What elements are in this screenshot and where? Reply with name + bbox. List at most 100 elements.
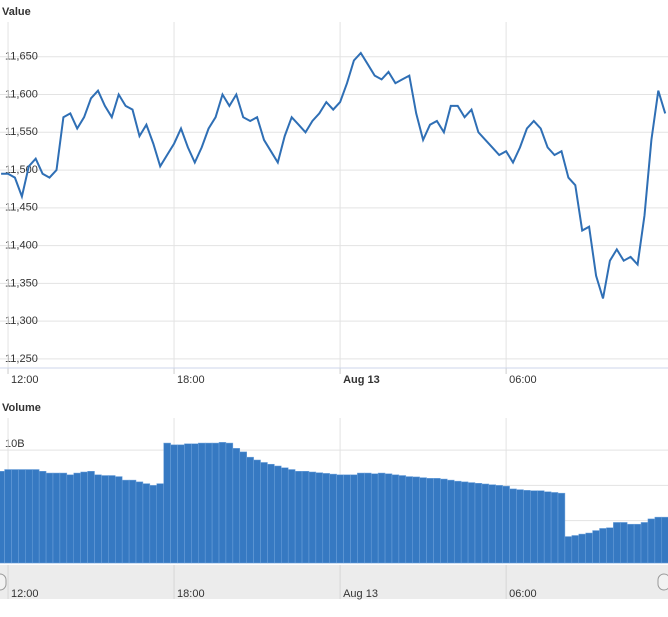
volume-bar <box>578 533 586 564</box>
volume-bar <box>239 451 247 564</box>
navigator-label: 06:00 <box>509 588 537 600</box>
x-tick-label: 12:00 <box>11 374 39 386</box>
y-tick-label: 11,450 <box>5 202 38 214</box>
volume-bar <box>377 472 386 564</box>
volume-bar <box>419 477 427 564</box>
volume-bar <box>495 485 503 564</box>
y-tick-label: 10B <box>5 438 25 450</box>
volume-bar <box>87 471 95 564</box>
volume-bar <box>108 475 116 564</box>
volume-bar <box>25 469 33 564</box>
volume-bar <box>426 478 434 564</box>
volume-bar <box>0 471 5 564</box>
volume-bar <box>447 479 455 564</box>
volume-bar <box>260 462 268 564</box>
volume-bar <box>384 473 393 564</box>
volume-bar <box>204 442 213 564</box>
volume-bar <box>163 442 171 564</box>
y-tick-label: 11,550 <box>5 126 38 138</box>
volume-bar <box>481 483 490 564</box>
volume-bar <box>218 442 227 564</box>
volume-bar <box>620 522 628 564</box>
volume-bar <box>170 444 178 564</box>
volume-bar <box>274 465 282 564</box>
navigator-handle[interactable] <box>0 573 7 591</box>
volume-bar <box>412 476 420 564</box>
volume-bar <box>640 522 649 564</box>
volume-bar <box>343 474 351 564</box>
volume-bar <box>488 484 496 564</box>
volume-bar <box>94 474 102 564</box>
volume-bar <box>128 479 137 564</box>
x-tick-label: 06:00 <box>509 374 537 386</box>
volume-bar <box>336 474 344 564</box>
volume-bar <box>433 478 441 564</box>
volume-bar <box>253 459 261 564</box>
navigator-handle[interactable] <box>657 573 668 591</box>
volume-bar <box>308 471 317 564</box>
volume-bar <box>73 472 81 564</box>
volume-bar <box>329 473 337 564</box>
volume-bar <box>121 479 130 564</box>
volume-bar <box>11 469 19 564</box>
volume-bar <box>516 489 524 564</box>
chart-title: Value <box>2 6 31 18</box>
volume-bar <box>585 532 593 564</box>
volume-bar <box>453 480 462 564</box>
volume-bar <box>294 471 303 564</box>
volume-bar <box>232 448 241 564</box>
volume-bar <box>557 492 566 564</box>
volume-bar <box>149 485 158 564</box>
volume-bar <box>156 483 164 564</box>
volume-bar <box>564 536 573 564</box>
y-tick-label: 11,350 <box>5 277 38 289</box>
volume-bar <box>301 471 310 564</box>
navigator-label: Aug 13 <box>343 588 378 600</box>
x-tick-label: Aug 13 <box>343 374 380 386</box>
y-tick-label: 11,250 <box>5 353 38 365</box>
volume-bar <box>571 535 580 564</box>
volume-bar <box>177 444 185 564</box>
volume-bar <box>606 527 614 564</box>
volume-bar <box>45 472 54 564</box>
volume-bar <box>31 469 40 564</box>
volume-bar <box>370 473 379 564</box>
volume-bar <box>4 469 12 564</box>
navigator-label: 18:00 <box>177 588 205 600</box>
volume-bar <box>66 474 74 564</box>
volume-bar <box>364 472 372 564</box>
volume-bar <box>184 443 192 564</box>
volume-bar <box>115 476 123 564</box>
volume-bar <box>530 490 538 564</box>
volume-bar <box>509 488 517 564</box>
volume-bar <box>654 516 663 564</box>
volume-bar <box>225 442 234 564</box>
chart-title: Volume <box>2 402 41 414</box>
volume-bar <box>315 472 324 564</box>
volume-bar <box>537 490 545 564</box>
y-tick-label: 11,300 <box>5 315 38 327</box>
volume-bar <box>391 474 400 564</box>
volume-bar <box>467 482 476 564</box>
volume-bar <box>52 472 61 564</box>
volume-bar <box>592 530 600 564</box>
navigator <box>0 565 668 599</box>
volume-bar <box>191 443 199 564</box>
volume-bar <box>626 523 635 564</box>
volume-bar <box>135 481 144 564</box>
navigator-label: 12:00 <box>11 588 39 600</box>
y-tick-label: 11,650 <box>5 51 38 63</box>
volume-bar <box>502 485 510 564</box>
volume-bar <box>18 469 26 564</box>
volume-bar <box>281 467 289 564</box>
volume-bar <box>59 472 68 564</box>
x-tick-label: 18:00 <box>177 374 205 386</box>
volume-bar <box>322 473 330 564</box>
volume-bar <box>543 491 552 564</box>
volume-bar <box>474 483 483 564</box>
volume-bar <box>661 516 668 564</box>
y-tick-label: 11,600 <box>5 88 38 100</box>
volume-bar <box>405 476 413 564</box>
price-line <box>1 51 667 299</box>
